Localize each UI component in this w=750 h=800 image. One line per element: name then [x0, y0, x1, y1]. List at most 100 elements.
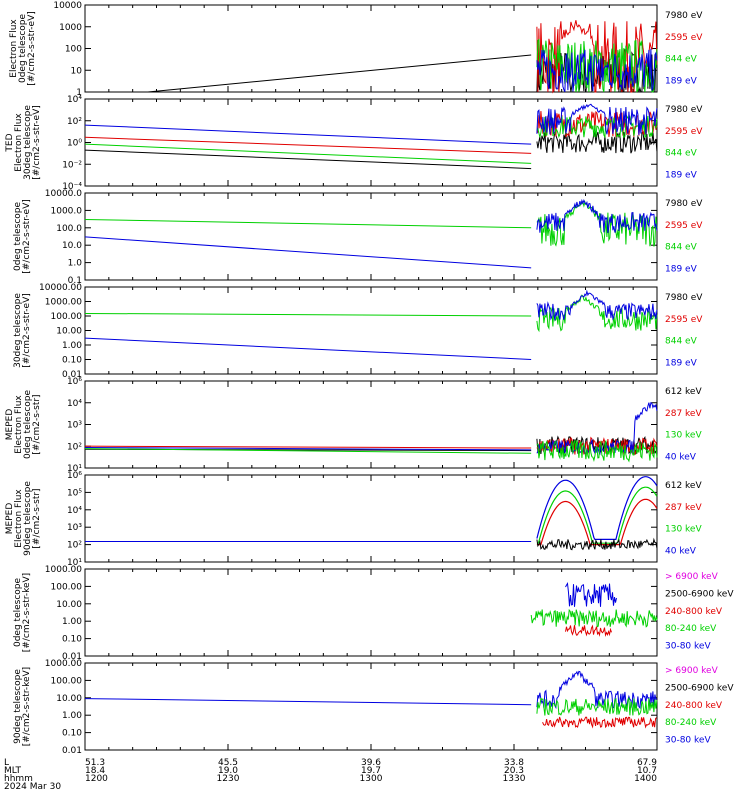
legend-entry: 844 eV	[665, 149, 698, 159]
y-tick-label: 0.01	[62, 652, 82, 662]
series-burst	[536, 696, 658, 716]
y-tick-label: 1.00	[62, 617, 82, 627]
y-tick-label: 10	[71, 66, 83, 76]
legend-entry: 2595 eV	[665, 33, 703, 43]
y-tick-label: 10⁴	[67, 506, 82, 516]
y-tick-label: 1000.00	[45, 659, 82, 669]
y-axis-label: 0deg telescope	[13, 202, 23, 272]
footer-value: 1330	[503, 774, 526, 784]
panel-frame	[84, 568, 658, 657]
legend-entry: 240-800 keV	[665, 607, 723, 617]
footer-value: 10.7	[637, 766, 657, 776]
y-tick-label: 10.00	[56, 600, 82, 610]
series-burst	[536, 289, 658, 321]
y-axis-label: 90deg telescope	[23, 481, 33, 556]
series-burst	[536, 439, 658, 463]
series-line	[84, 448, 532, 454]
series-line	[84, 445, 532, 449]
y-axis-label: 0deg telescope	[23, 390, 33, 460]
footer-value: 67.9	[637, 758, 657, 768]
y-axis-label: 30deg telescope	[13, 293, 23, 368]
legend-entry: 7980 eV	[665, 293, 703, 303]
legend-entry: 30-80 keV	[665, 736, 711, 746]
legend-entry: 844 eV	[665, 55, 698, 65]
footer-value: 1400	[634, 774, 657, 784]
y-axis-label: [#/cm2-s-str-keV]	[22, 667, 32, 746]
y-tick-label: 0.01	[62, 370, 82, 380]
y-tick-label: 1000.00	[45, 298, 82, 308]
legend-entry: 2595 eV	[665, 127, 703, 137]
y-tick-label: 10000	[53, 1, 82, 11]
y-tick-label: 1	[76, 88, 82, 98]
y-axis-label: Electron Flux	[14, 113, 24, 172]
legend-entry: 189 eV	[665, 76, 698, 86]
y-tick-label: 1.00	[62, 711, 82, 721]
y-tick-label: 0.10	[62, 356, 82, 366]
series-burst	[542, 716, 657, 729]
legend-entry: 2500-6900 keV	[665, 589, 734, 599]
y-tick-label: 10⁶	[67, 471, 82, 481]
y-axis-label: [#/cm2-s-str]	[32, 488, 42, 548]
footer-value: 33.8	[504, 758, 524, 768]
y-tick-label: 1000.00	[45, 565, 82, 575]
y-tick-label: 0.10	[62, 729, 82, 739]
footer-value: 1230	[217, 774, 240, 784]
series-burst	[530, 608, 658, 628]
y-tick-label: 10²	[67, 541, 82, 551]
y-axis-label: 0deg telescope	[13, 578, 23, 648]
footer-row-label: hhmm	[4, 774, 33, 784]
series-line	[84, 136, 532, 154]
y-axis-label: [#/cm2-s-str-eV]	[27, 11, 37, 86]
legend-entry: 30-80 keV	[665, 642, 711, 652]
legend-entry: > 6900 keV	[665, 572, 719, 582]
y-tick-label: 100.00	[51, 676, 83, 686]
y-tick-label: 10⁵	[67, 488, 82, 498]
series-line	[84, 337, 532, 360]
legend-entry: 612 keV	[665, 387, 702, 397]
y-tick-label: 100	[65, 45, 82, 55]
y-axis-label: 30deg telescope	[23, 105, 33, 180]
legend-entry: 7980 eV	[665, 105, 703, 115]
y-tick-label: 10⁰	[67, 139, 82, 149]
y-tick-label: 10¹	[67, 558, 82, 568]
legend-entry: 130 keV	[665, 431, 702, 441]
y-tick-label: 10⁴	[67, 95, 82, 105]
y-tick-label: 10²	[67, 117, 82, 127]
series-burst	[536, 294, 658, 333]
y-axis-label: 0deg telescope	[18, 14, 28, 84]
legend-entry: 844 eV	[665, 243, 698, 253]
y-tick-label: 1000.0	[51, 206, 83, 216]
y-tick-label: 1.0	[68, 259, 83, 269]
series-hump	[536, 498, 658, 546]
y-axis-label: [#/cm2-s-str-eV]	[32, 105, 42, 180]
series-burst	[536, 537, 658, 551]
legend-entry: 189 eV	[665, 170, 698, 180]
y-axis-label: 90deg telescope	[13, 669, 23, 744]
footer-value: 1200	[85, 774, 108, 784]
series-line	[84, 236, 532, 269]
series-hump	[536, 486, 658, 544]
legend-entry: 130 keV	[665, 525, 702, 535]
footer-value: 19.0	[218, 766, 238, 776]
panel-frame	[84, 380, 658, 469]
series-burst	[536, 198, 658, 234]
y-axis-label: Electron Flux	[9, 19, 19, 78]
series-line	[84, 447, 532, 451]
y-tick-label: 100.0	[56, 224, 82, 234]
legend-entry: 80-240 keV	[665, 624, 717, 634]
footer-value: 45.5	[218, 758, 238, 768]
y-tick-label: 10000.00	[39, 283, 82, 293]
y-tick-label: 10⁴	[67, 399, 82, 409]
y-axis-label: [#/cm2-s-str-eV]	[22, 293, 32, 368]
y-axis-label: [#/cm2-s-str-eV]	[22, 199, 32, 274]
y-tick-label: 10⁶	[67, 377, 82, 387]
legend-entry: 2500-6900 keV	[665, 683, 734, 693]
series-burst	[536, 670, 658, 710]
series-burst	[536, 130, 658, 154]
legend-entry: 7980 eV	[665, 11, 703, 21]
legend-entry: 40 keV	[665, 452, 697, 462]
series-line	[147, 54, 532, 93]
series-line	[84, 124, 532, 145]
y-tick-label: 10⁻²	[62, 160, 82, 170]
series-line	[84, 698, 532, 706]
